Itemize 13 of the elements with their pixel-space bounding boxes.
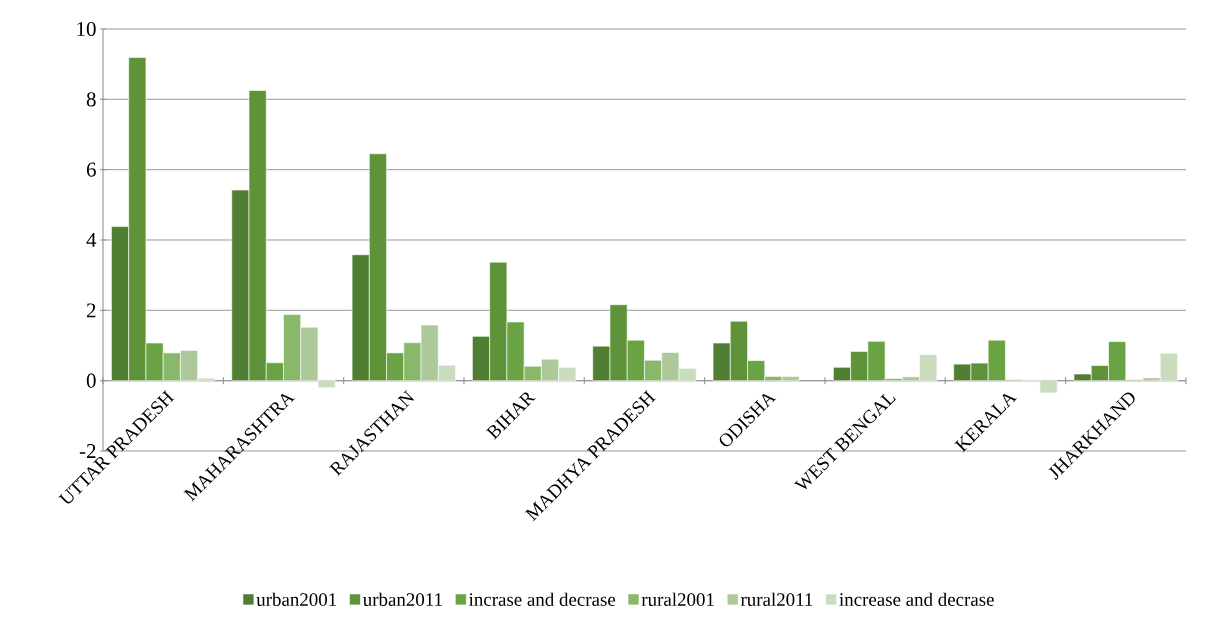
y-tick-label: 8: [86, 92, 96, 107]
legend-label: urban2011: [363, 592, 442, 606]
y-tick-label: 6: [86, 162, 96, 177]
legend-label: rural2001: [641, 592, 714, 606]
y-tick-label: 0: [86, 373, 96, 388]
legend-label: incrase and decrase: [468, 592, 616, 606]
y-tick-label: -2: [79, 444, 96, 458]
y-tick-label: 2: [86, 303, 96, 318]
legend-label: increase and decrase: [839, 592, 994, 606]
y-tick-label: 10: [77, 21, 96, 37]
legend-label: urban2001: [256, 592, 337, 606]
legend-label: rural2011: [740, 592, 813, 606]
y-tick-label: 4: [86, 233, 97, 247]
